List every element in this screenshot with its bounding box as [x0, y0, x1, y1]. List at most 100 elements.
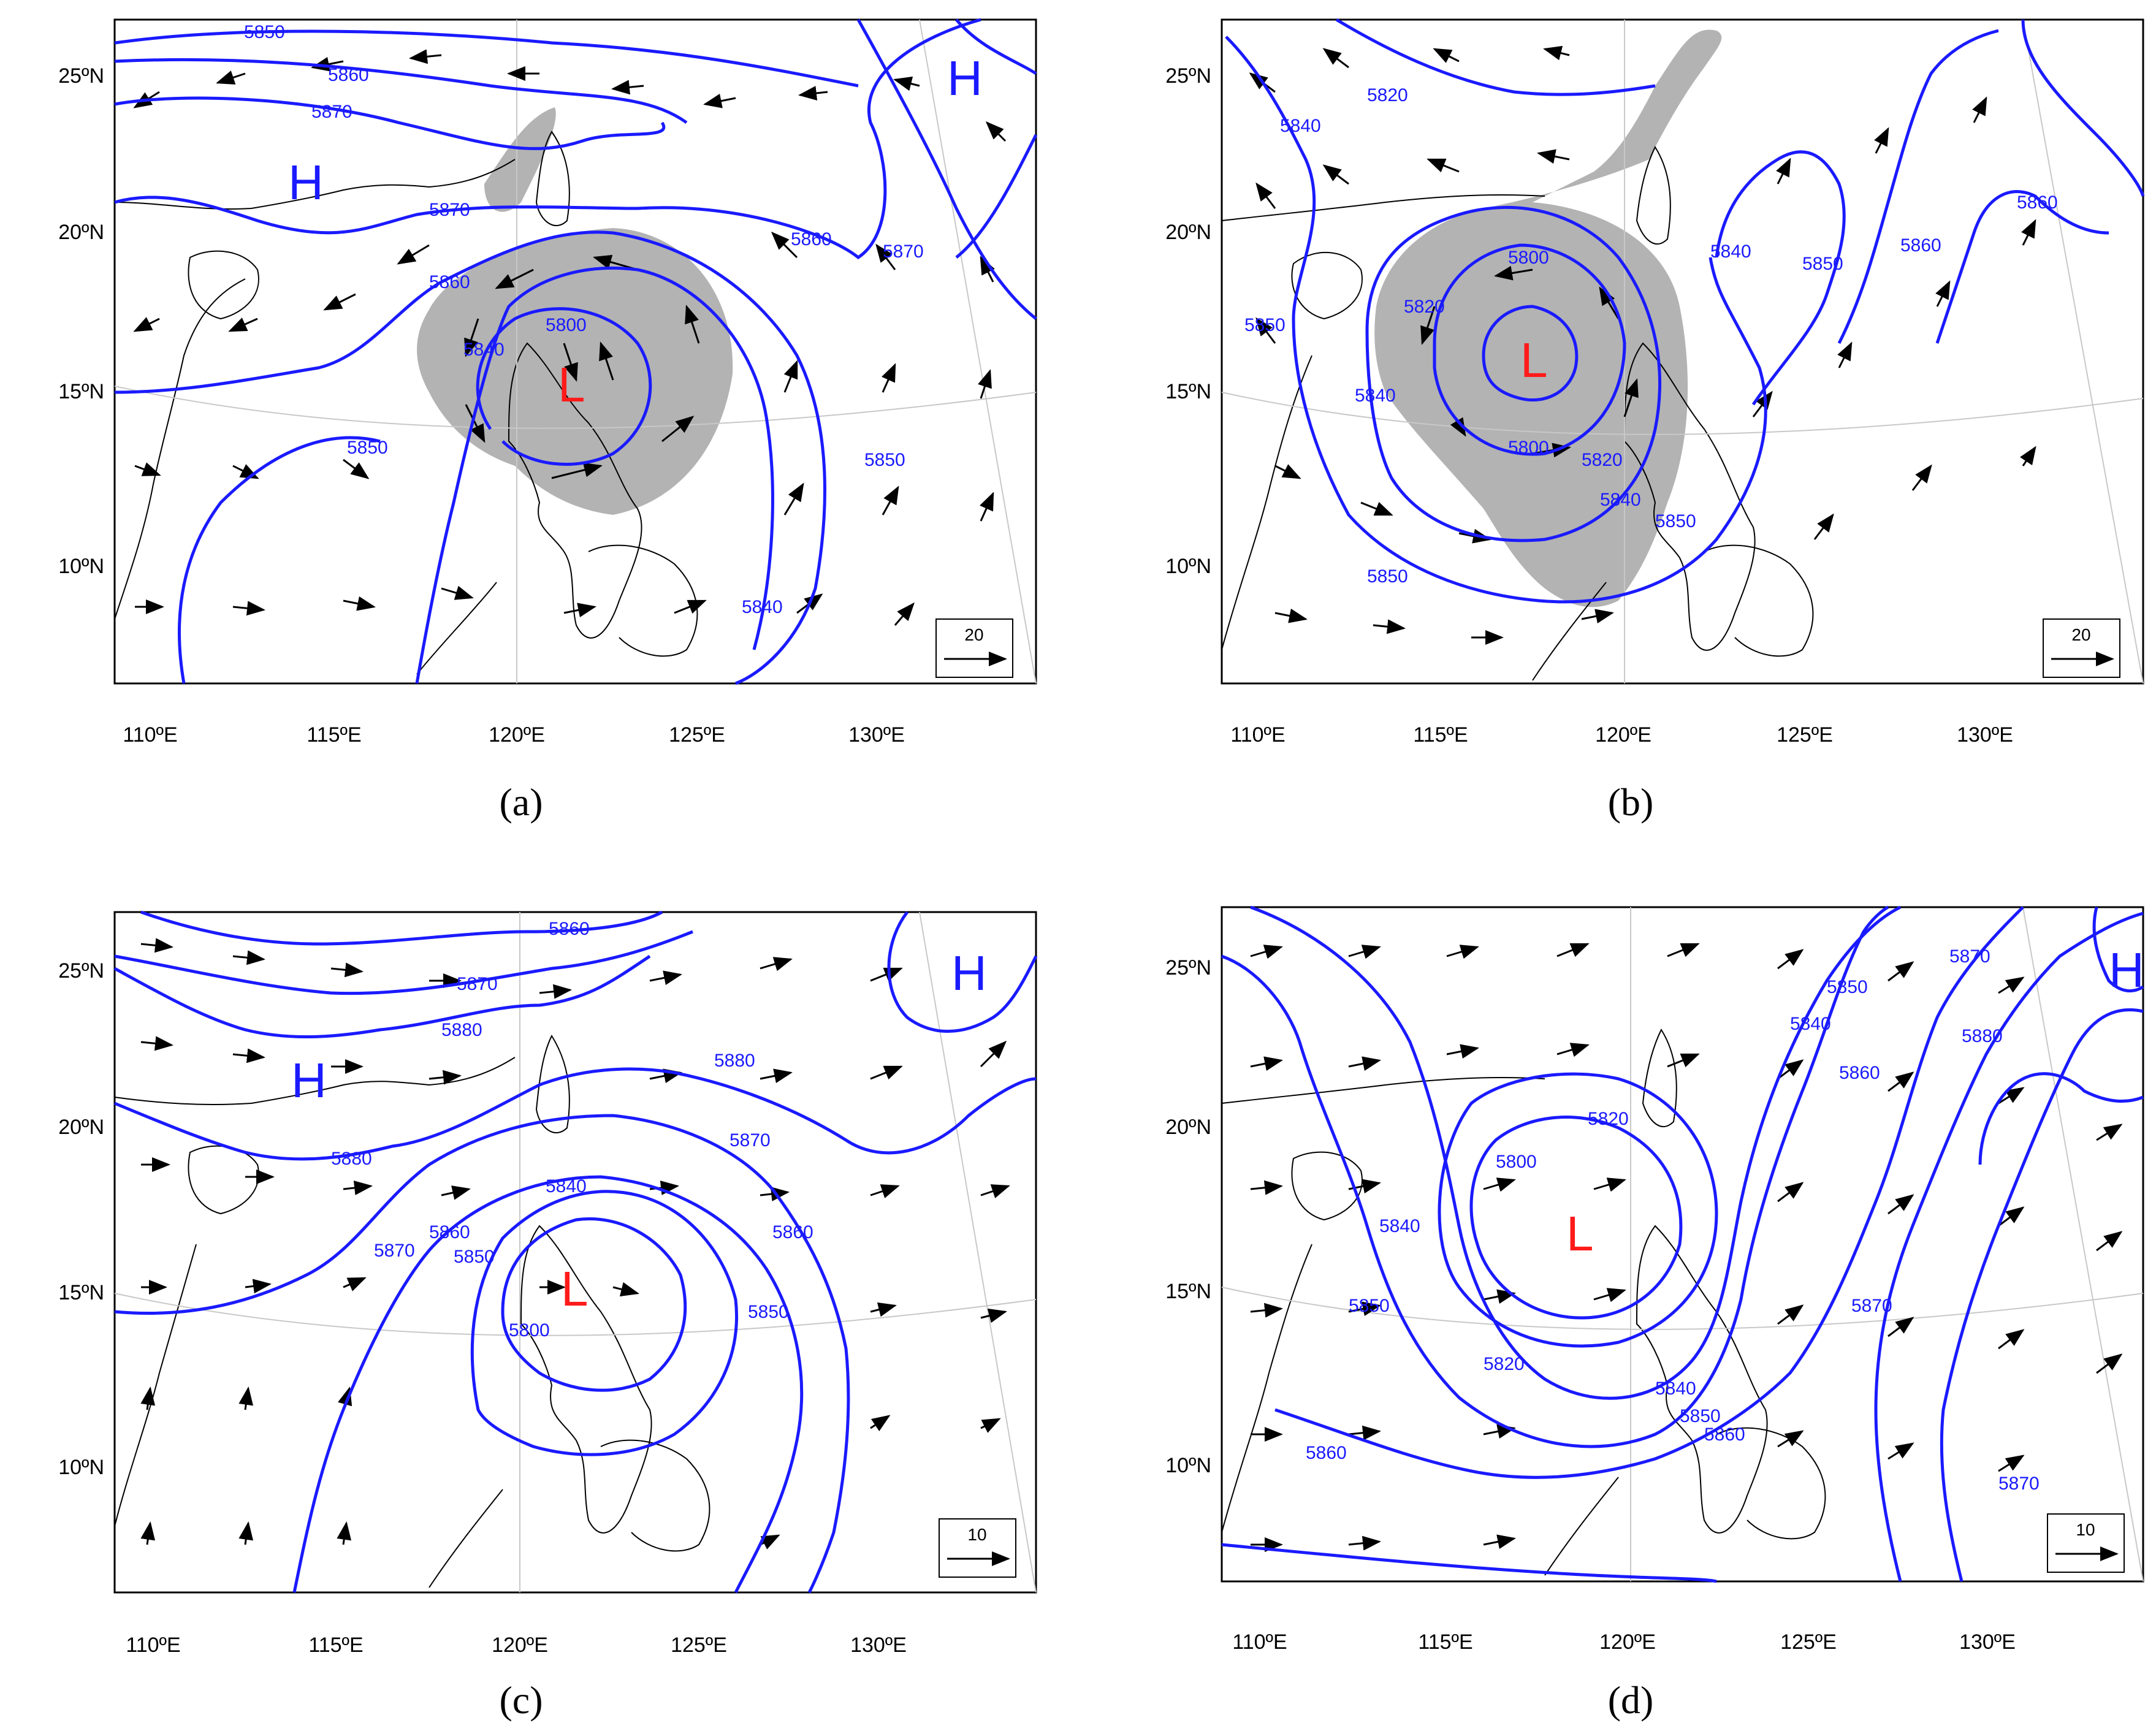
lon-tick-labels: 110ºE 115ºE 120ºE 125ºE 130ºE — [123, 723, 905, 747]
lat-tick-label: 10ºN — [58, 1456, 104, 1479]
shaded-region — [1374, 29, 1722, 607]
lat-tick-label: 15ºN — [58, 380, 104, 403]
contour-label: 5840 — [1280, 116, 1321, 136]
reference-vector-label: 10 — [967, 1525, 986, 1544]
lon-tick-label: 110ºE — [126, 1634, 180, 1657]
high-center-marker: H — [291, 1053, 327, 1108]
lat-tick-label: 10ºN — [1165, 1454, 1211, 1477]
contour-label: 5840 — [742, 597, 783, 617]
panel-b: 5820 5840 5800 5820 5840 5850 5800 5820 … — [1165, 18, 2145, 824]
lon-tick-label: 125ºE — [1777, 723, 1833, 747]
lat-tick-label: 15ºN — [1165, 380, 1211, 403]
map-frame — [1221, 906, 2144, 1583]
coastlines — [1221, 145, 1814, 681]
contour-label: 5840 — [463, 340, 505, 360]
pressure-centers: L H — [1566, 943, 2144, 1261]
height-contours — [1225, 18, 2145, 604]
contour-label: 5860 — [549, 919, 590, 939]
lon-tick-label: 115ºE — [1418, 1630, 1472, 1654]
lon-tick-label: 130ºE — [848, 723, 905, 747]
contour-label: 5820 — [1484, 1354, 1525, 1374]
lon-tick-label: 130ºE — [1957, 723, 2013, 747]
reference-vector-label: 10 — [2076, 1520, 2095, 1539]
lon-tick-label: 120ºE — [1595, 723, 1651, 747]
lon-tick-label: 130ºE — [1959, 1630, 2016, 1654]
lon-tick-labels: 110ºE 115ºE 120ºE 125ºE 130ºE — [126, 1634, 907, 1657]
contour-labels: 5820 5800 5840 5850 5820 5840 5850 5860 … — [1306, 946, 2040, 1494]
reference-vector-box: 10 — [2047, 1513, 2125, 1573]
lat-tick-label: 15ºN — [58, 1281, 104, 1304]
lon-tick-label: 125ºE — [669, 723, 725, 747]
contour-label: 5800 — [1508, 248, 1549, 268]
panel-label: (d) — [1608, 1678, 1654, 1722]
high-center-marker: H — [947, 51, 983, 105]
contour-label: 5880 — [441, 1020, 482, 1040]
contour-label: 5840 — [1655, 1379, 1696, 1399]
lon-tick-label: 120ºE — [1599, 1630, 1656, 1654]
contour-label: 5860 — [1839, 1063, 1880, 1083]
lon-tick-labels: 110ºE 115ºE 120ºE 125ºE 130ºE — [1230, 723, 2013, 747]
contour-label: 5820 — [1404, 297, 1445, 317]
contour-label: 5860 — [429, 272, 470, 292]
low-center-marker: L — [561, 1261, 589, 1316]
low-center-marker: L — [1520, 333, 1548, 387]
height-contours — [113, 910, 1038, 1594]
contour-label: 5820 — [1367, 85, 1408, 105]
high-center-marker: H — [951, 946, 987, 1000]
contour-label: 5820 — [1582, 450, 1623, 470]
contour-label: 5820 — [1588, 1109, 1629, 1129]
lat-tick-label: 25ºN — [1165, 64, 1211, 88]
contour-label: 5860 — [2017, 192, 2058, 213]
graticule — [114, 911, 1037, 1593]
lon-tick-label: 130ºE — [850, 1634, 907, 1657]
contour-label: 5880 — [331, 1149, 372, 1169]
contour-label: 5870 — [1851, 1296, 1892, 1316]
lat-tick-labels: 25ºN 20ºN 15ºN 10ºN — [58, 64, 104, 578]
contour-labels: 5850 5860 5870 5870 5860 5850 5840 5800 … — [244, 22, 924, 617]
panel-label: (a) — [499, 780, 543, 824]
graticule — [1221, 907, 2144, 1582]
lon-tick-label: 120ºE — [489, 723, 545, 747]
lat-tick-label: 20ºN — [1165, 1116, 1211, 1139]
high-center-marker: H — [288, 155, 324, 210]
low-center-marker: L — [1566, 1206, 1594, 1261]
contour-label: 5870 — [457, 974, 498, 994]
reference-vector-label: 20 — [964, 625, 983, 644]
reference-vector-box: 20 — [935, 618, 1013, 678]
contour-label: 5850 — [347, 438, 388, 458]
lon-tick-label: 125ºE — [671, 1634, 727, 1657]
contour-label: 5850 — [1244, 315, 1286, 335]
contour-label: 5850 — [454, 1247, 495, 1267]
low-center-marker: L — [558, 357, 585, 412]
contour-label: 5850 — [1349, 1296, 1390, 1316]
contour-label: 5860 — [1704, 1424, 1745, 1445]
lat-tick-label: 15ºN — [1165, 1280, 1211, 1303]
contour-label: 5850 — [1827, 977, 1868, 997]
panel-d: 5820 5800 5840 5850 5820 5840 5850 5860 … — [1165, 905, 2144, 1722]
contour-label: 5880 — [1962, 1026, 2003, 1046]
contour-label: 5870 — [374, 1241, 415, 1261]
contour-label: 5840 — [1790, 1014, 1831, 1034]
contour-label: 5880 — [714, 1051, 755, 1071]
lat-tick-label: 10ºN — [1165, 555, 1211, 578]
graticule — [114, 19, 1037, 684]
contour-label: 5800 — [509, 1320, 550, 1341]
panel-a: 5850 5860 5870 5870 5860 5850 5840 5800 … — [58, 18, 1038, 824]
contour-label: 5870 — [883, 242, 924, 262]
lat-tick-label: 10ºN — [58, 555, 104, 578]
contour-label: 5840 — [1355, 386, 1396, 406]
contour-label: 5850 — [1802, 254, 1843, 274]
lon-tick-label: 115ºE — [1413, 723, 1468, 747]
contour-label: 5860 — [772, 1222, 813, 1242]
contour-label: 5870 — [429, 200, 470, 220]
lat-tick-label: 20ºN — [58, 1116, 104, 1139]
contour-label: 5860 — [1306, 1443, 1347, 1463]
contour-label: 5850 — [864, 450, 905, 470]
contour-label: 5870 — [1949, 946, 1990, 967]
lon-tick-label: 115ºE — [308, 1634, 363, 1657]
pressure-centers: L H H — [291, 946, 987, 1316]
contour-label: 5850 — [244, 22, 285, 42]
lon-tick-labels: 110ºE 115ºE 120ºE 125ºE 130ºE — [1232, 1630, 2016, 1654]
lat-tick-label: 25ºN — [1165, 956, 1211, 979]
